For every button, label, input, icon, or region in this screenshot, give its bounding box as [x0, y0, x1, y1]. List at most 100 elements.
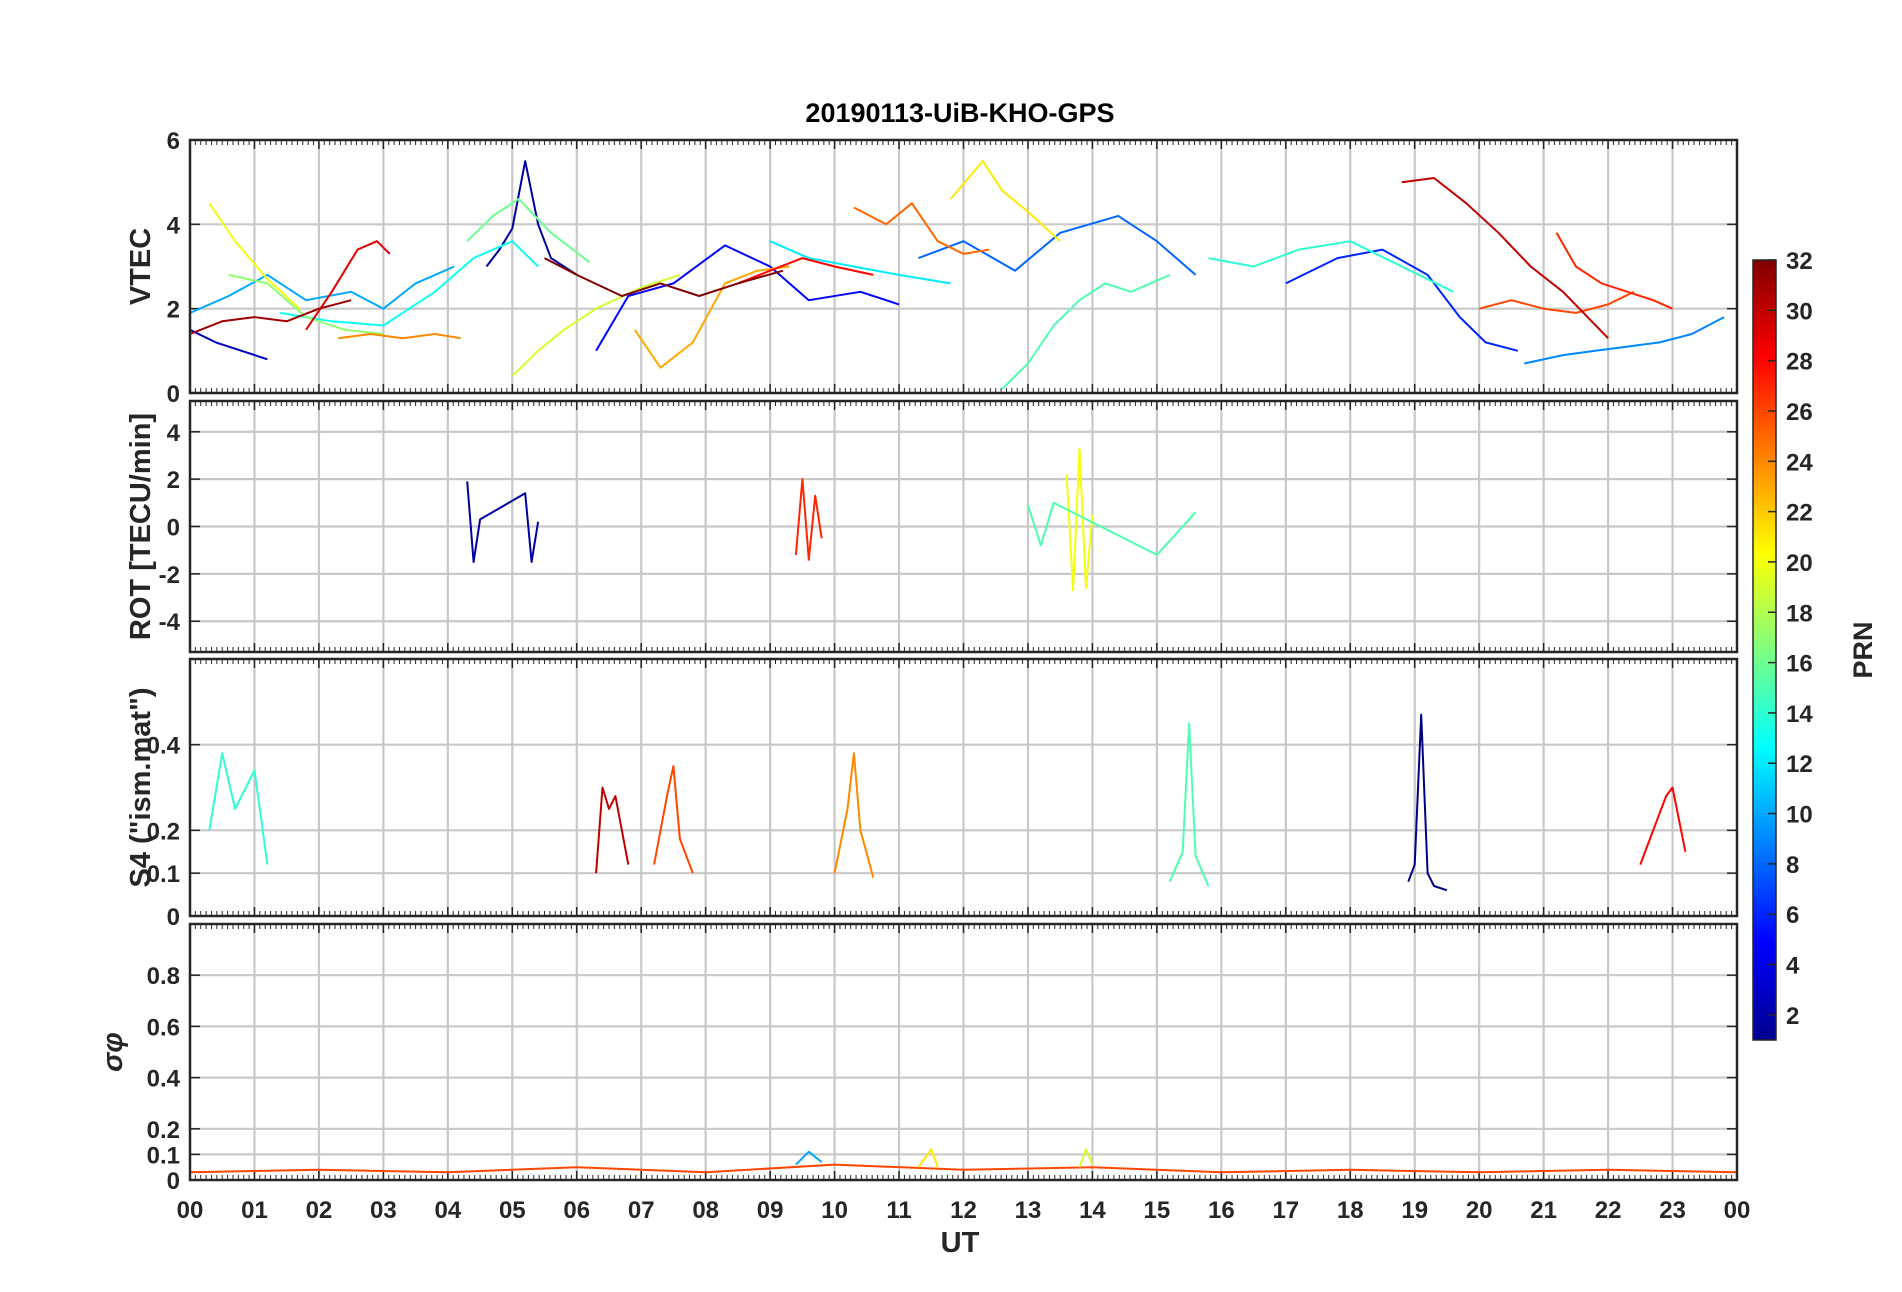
- series-line: PRN 31: [189, 299, 352, 335]
- x-tick-label: 13: [1015, 1197, 1042, 1224]
- colorbar-tick-label: 16: [1786, 651, 1813, 678]
- colorbar-tick-label: 26: [1786, 399, 1813, 426]
- y-tick-label: 4: [167, 212, 181, 239]
- series-line: PRN 28: [737, 257, 874, 285]
- series-line: PRN 3: [189, 328, 268, 361]
- y-tick-label: -2: [159, 562, 180, 589]
- y-axis-title: ROT [TECU/min]: [125, 413, 157, 640]
- x-tick-label: 15: [1144, 1197, 1171, 1224]
- series-line: PRN 15: [1168, 722, 1210, 887]
- series-line: PRN 20: [208, 202, 301, 310]
- series-line: PRN 26: [189, 1163, 1738, 1174]
- x-tick-label: 00: [1724, 1197, 1751, 1224]
- y-tick-label: 0.2: [147, 818, 180, 845]
- series-line: PRN 14: [208, 752, 269, 865]
- series-line: PRN 29: [305, 240, 391, 331]
- series-line: PRN 24: [833, 752, 875, 878]
- y-tick-label: 0: [167, 381, 180, 408]
- series-line: PRN 26: [653, 765, 694, 874]
- series-line: PRN 20: [1065, 447, 1094, 592]
- x-tick-label: 10: [821, 1197, 848, 1224]
- series-line: PRN 25: [853, 202, 990, 255]
- axes-frame: [188, 657, 1739, 918]
- colorbar-tick-label: 8: [1786, 852, 1799, 879]
- y-tick-label: 0: [167, 904, 180, 931]
- x-tick-labels: 00 01 02 03 04 05 06 07 08 09 10 11 12 13 14 15 16 17 18 19…: [177, 1197, 1751, 1224]
- series-line: PRN 2: [466, 481, 540, 563]
- series-line: PRN 12: [769, 240, 951, 285]
- series-line: PRN 9: [1524, 316, 1725, 365]
- axes-frame: [188, 922, 1739, 1182]
- series-line: PRN 15: [1001, 273, 1171, 390]
- series-line: PRN 5: [595, 244, 900, 352]
- series-line: PRN 17: [228, 273, 384, 335]
- series-line: PRN 10: [795, 1150, 823, 1166]
- series-line: PRN 30: [595, 786, 630, 874]
- series-line: PRN 30: [1401, 177, 1609, 339]
- panel-sigma_phi: 00.10.2 0.4 0.6 0.8 PRN 26PRN 10 PRN 21 PRN 19…: [97, 922, 1739, 1195]
- x-tick-label: 21: [1530, 1197, 1557, 1224]
- axes-frame: [188, 138, 1739, 395]
- y-tick-label: 0.2: [147, 1117, 180, 1144]
- x-axis-title: UT: [941, 1227, 980, 1259]
- series-line: PRN 19: [1078, 1148, 1094, 1168]
- x-tick-label: 09: [757, 1197, 784, 1224]
- figure-title: 20190113-UiB-KHO-GPS: [805, 98, 1114, 128]
- panel-rot: -4 -2 0 2 4 PRN 2 PRN 20 PRN 27 PRN 15 ROT [TECU/…: [125, 399, 1739, 654]
- colorbar-gradient: [1752, 259, 1777, 1041]
- colorbar-tick-label: 28: [1786, 349, 1813, 376]
- colorbar-tick-label: 20: [1786, 550, 1813, 577]
- y-tick-label: 0.4: [147, 1066, 181, 1093]
- series-line: PRN 26: [1478, 290, 1635, 314]
- colorbar-tick-label: 4: [1786, 953, 1800, 980]
- x-tick-label: 02: [306, 1197, 333, 1224]
- y-tick-label: 0.1: [147, 861, 180, 888]
- colorbar-tick-label: 6: [1786, 902, 1799, 929]
- x-tick-label: 04: [434, 1197, 461, 1224]
- colorbar-tick-label: 22: [1786, 500, 1813, 527]
- colorbar-tick-label: 10: [1786, 802, 1813, 829]
- panel-s4: 0 0.1 0.2 0.4 PRN 1 PRN 14 PRN 15 PRN 26 PRN 24 P…: [125, 657, 1739, 931]
- colorbar-tick-label: 32: [1786, 248, 1813, 275]
- x-tick-label: 18: [1337, 1197, 1364, 1224]
- x-tick-label: 23: [1659, 1197, 1686, 1224]
- axes-frame: [188, 399, 1739, 654]
- x-tick-label: 03: [370, 1197, 397, 1224]
- y-tick-label: 0: [167, 515, 180, 542]
- colorbar-tick-label: 2: [1786, 1003, 1799, 1030]
- y-tick-label: 4: [167, 420, 181, 447]
- x-tick-label: 01: [241, 1197, 268, 1224]
- series-line: PRN 32: [544, 257, 784, 297]
- series-line: PRN 24: [338, 333, 461, 340]
- colorbar-label: PRN: [1848, 621, 1878, 678]
- x-tick-label: 22: [1595, 1197, 1622, 1224]
- series-line: PRN 27: [1555, 232, 1673, 310]
- x-tick-label: 16: [1208, 1197, 1235, 1224]
- series-line: PRN 15: [1027, 501, 1197, 556]
- y-tick-label: 0.4: [147, 733, 181, 760]
- x-tick-label: 11: [886, 1197, 911, 1224]
- y-axis-title: VTEC: [125, 228, 157, 305]
- x-tick-label: 06: [563, 1197, 590, 1224]
- y-tick-label: 6: [167, 128, 180, 155]
- x-tick-label: 08: [692, 1197, 719, 1224]
- series-line: PRN 8: [918, 214, 1197, 276]
- x-tick-label: 19: [1401, 1197, 1428, 1224]
- y-axis-title: S4 ("ism.mat"): [125, 688, 157, 888]
- x-tick-label: 05: [499, 1197, 526, 1224]
- colorbar-tick-label: 14: [1786, 701, 1813, 728]
- x-tick-label: 00: [177, 1197, 204, 1224]
- x-tick-label: 12: [950, 1197, 977, 1224]
- x-tick-label: 20: [1466, 1197, 1493, 1224]
- x-tick-label: 14: [1079, 1197, 1106, 1224]
- series-line: PRN 19: [511, 273, 681, 377]
- y-tick-label: 2: [167, 467, 180, 494]
- x-tick-label: 07: [628, 1197, 655, 1224]
- series-line: PRN 27: [794, 478, 823, 561]
- series-line: PRN 28: [1639, 786, 1687, 865]
- y-tick-label: 0.8: [147, 963, 180, 990]
- colorbar-tick-label: 24: [1786, 449, 1813, 476]
